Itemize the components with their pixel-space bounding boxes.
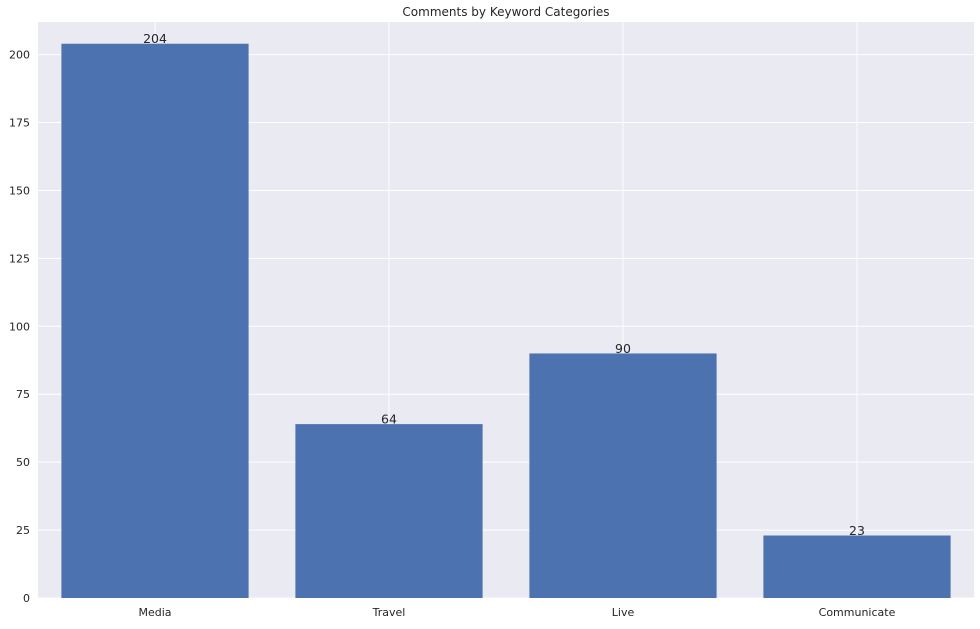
bar-travel (295, 424, 483, 598)
bar-media (61, 43, 249, 599)
y-tick-label: 200 (9, 49, 30, 62)
y-tick-label: 50 (16, 456, 30, 469)
data-label-media: 204 (143, 31, 167, 46)
bars (61, 43, 951, 599)
bar-communicate (763, 535, 951, 598)
x-tick-label-communicate: Communicate (819, 606, 896, 619)
y-tick-label: 0 (23, 592, 30, 605)
y-axis-ticks: 0 25 50 75 100 125 150 175 200 (9, 49, 30, 605)
x-tick-label-live: Live (612, 606, 635, 619)
y-tick-label: 175 (9, 117, 30, 130)
x-tick-label-travel: Travel (372, 606, 406, 619)
data-label-travel: 64 (381, 412, 397, 427)
x-tick-label-media: Media (138, 606, 171, 619)
y-tick-label: 75 (16, 388, 30, 401)
y-tick-label: 125 (9, 252, 30, 265)
chart-title: Comments by Keyword Categories (402, 5, 609, 19)
bar-live (529, 353, 717, 598)
y-tick-label: 25 (16, 524, 30, 537)
y-tick-label: 150 (9, 184, 30, 197)
data-label-communicate: 23 (849, 523, 865, 538)
x-axis-ticks: Media Travel Live Communicate (138, 606, 895, 619)
data-labels: 204 64 90 23 (143, 31, 865, 538)
y-tick-label: 100 (9, 320, 30, 333)
data-label-live: 90 (615, 341, 631, 356)
